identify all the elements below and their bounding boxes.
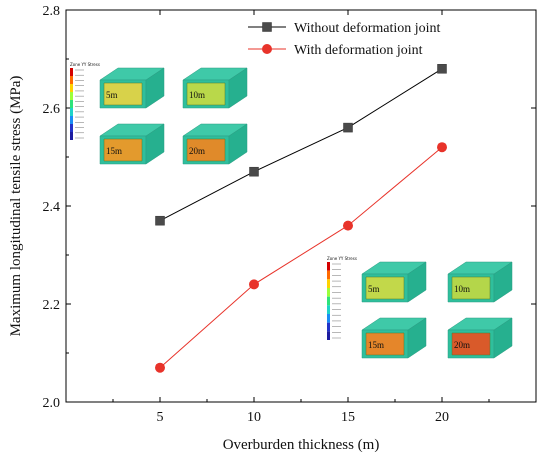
legend-marker-with — [262, 44, 272, 54]
model-box-5m: 5m — [99, 67, 165, 109]
data-point-circle — [155, 362, 165, 373]
y-tick-label: 2.2 — [43, 298, 61, 313]
model-label: 10m — [454, 284, 470, 294]
series-line-1 — [159, 146, 443, 369]
y-tick-label: 2.6 — [43, 102, 61, 117]
model-box-20m: 20m — [182, 123, 248, 165]
model-label: 20m — [454, 340, 470, 350]
model-label: 15m — [368, 340, 384, 350]
model-label: 20m — [189, 146, 205, 156]
model-label: 10m — [189, 90, 205, 100]
x-tick-label: 20 — [435, 410, 449, 425]
data-point-square — [249, 166, 259, 177]
y-tick-label: 2.4 — [43, 200, 61, 215]
data-point-circle — [343, 220, 353, 231]
legend-marker-without — [262, 22, 272, 32]
model-label: 15m — [106, 146, 122, 156]
model-box-20m: 20m — [447, 317, 513, 359]
inset-with-joint: Zone YY Stress 5m 10m 15m 20m — [327, 256, 513, 359]
model-box-5m: 5m — [361, 261, 427, 303]
y-tick-label: 2.0 — [43, 396, 61, 411]
model-label: 5m — [106, 90, 118, 100]
model-box-15m: 15m — [361, 317, 427, 359]
y-tick-label: 2.8 — [43, 4, 61, 19]
model-box-15m: 15m — [99, 123, 165, 165]
legend: Without deformation joint With deformati… — [248, 21, 441, 58]
data-point-square — [155, 215, 165, 226]
y-axis-ticks: 2.0 2.2 2.4 2.6 2.8 — [43, 4, 536, 411]
y-axis-title: Maximum longitudinal tensile stress (MPa… — [8, 76, 24, 337]
data-point-square — [343, 122, 353, 133]
colorbar-title: Zone YY Stress — [70, 62, 100, 67]
stress-colorbar: Zone YY Stress — [70, 62, 100, 140]
x-axis-ticks: 5 10 15 20 — [112, 10, 490, 425]
x-tick-label: 15 — [341, 410, 355, 425]
series-layer — [155, 64, 447, 373]
model-box-10m: 10m — [182, 67, 248, 109]
x-axis-title: Overburden thickness (m) — [223, 437, 380, 453]
series-line-0 — [159, 68, 443, 222]
model-box-10m: 10m — [447, 261, 513, 303]
legend-label-with: With deformation joint — [294, 43, 423, 58]
x-tick-label: 10 — [247, 410, 261, 425]
stress-colorbar: Zone YY Stress — [327, 256, 357, 340]
data-point-circle — [249, 279, 259, 290]
inset-without-joint: Zone YY Stress 5m 10m 15m 20m — [70, 62, 248, 165]
legend-label-without: Without deformation joint — [294, 21, 441, 36]
model-label: 5m — [368, 284, 380, 294]
data-point-circle — [437, 142, 447, 153]
colorbar-title: Zone YY Stress — [327, 256, 357, 261]
x-tick-label: 5 — [157, 410, 164, 425]
data-point-square — [437, 64, 447, 74]
